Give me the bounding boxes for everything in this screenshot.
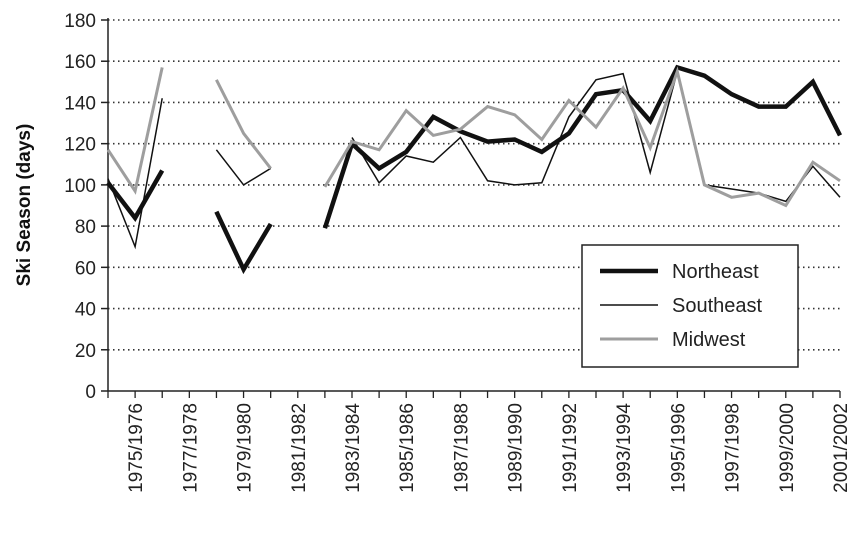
x-tick-label: 1989/1990 [506,403,527,493]
x-tick-label: 1985/1986 [397,403,418,493]
x-tick-label: 1999/2000 [777,403,798,493]
y-tick-label: 160 [64,52,96,73]
series-line-northeast [106,64,843,275]
x-tick-label: 1975/1976 [126,403,147,493]
y-tick-label: 100 [64,176,96,197]
y-axis-label: Ski Season (days) [14,124,35,287]
legend-box [581,244,799,368]
legend-label-southeast: Southeast [672,295,763,317]
x-tick-label: 1981/1982 [289,403,310,493]
y-tick-label: 180 [64,11,96,32]
y-tick-label: 80 [75,217,96,238]
y-tick-label: 20 [75,341,96,362]
y-tick-label: 140 [64,93,96,114]
y-tick-label: 0 [85,382,96,403]
x-tick-labels: 1975/1976 1977/1978 1979/1980 1981/1982 1983… [126,403,852,493]
legend-label-northeast: Northeast [672,261,759,283]
x-tick-label: 1977/1978 [180,403,201,493]
series-line-midwest [106,66,841,208]
y-tick-label: 60 [75,258,96,279]
x-tick-label: 1997/1998 [723,403,744,493]
x-tick-label: 1979/1980 [235,403,256,493]
x-tick-label: 1995/1996 [668,403,689,493]
y-tick-label: 120 [64,135,96,156]
series-lines [106,64,843,275]
y-tick-labels: 0 20 40 60 80 100 120 140 160 180 [64,11,96,403]
x-tick-label: 1983/1984 [343,403,364,493]
legend-label-midwest: Midwest [672,329,746,351]
x-tick-label: 1987/1988 [451,403,472,493]
y-tick-label: 40 [75,300,96,321]
series-line-southeast [107,71,841,250]
axes [101,18,841,398]
x-tick-label: 2001/2002 [831,403,852,493]
legend: Northeast Southeast Midwest [581,244,799,368]
x-tick-label: 1993/1994 [614,403,635,493]
x-tick-label: 1991/1992 [560,403,581,493]
